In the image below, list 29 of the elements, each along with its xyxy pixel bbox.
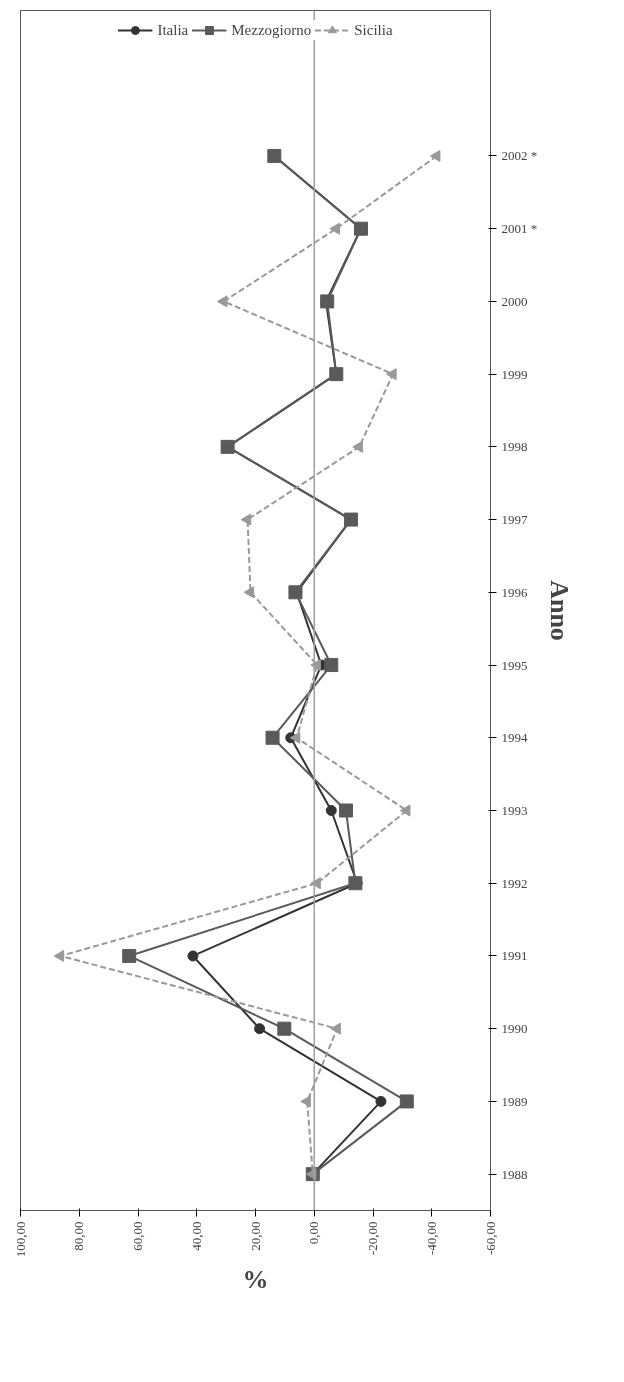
x-tick-label: 60,00 — [130, 1221, 145, 1251]
y-tick-label: 1991 — [501, 948, 528, 964]
x-tick-label: -40,00 — [423, 1221, 439, 1256]
x-tick-label: 80,00 — [71, 1221, 87, 1251]
y-tick-label: 1999 — [501, 366, 528, 382]
y-tick-label: 1989 — [501, 1093, 528, 1109]
y-tick-label: 2000 — [501, 293, 528, 309]
y-tick-label: 1994 — [501, 730, 528, 746]
y-tick-label: 1996 — [501, 584, 528, 600]
y-tick-label: 1995 — [501, 657, 528, 673]
y-tick-label: 1992 — [501, 875, 528, 891]
x-tick-label: 0,00 — [306, 1221, 322, 1245]
y-tick-label: 1997 — [501, 512, 528, 528]
x-tick-label: 100,00 — [12, 1221, 28, 1258]
y-tick-label: 1990 — [501, 1021, 528, 1037]
legend-label: Mezzogiorno — [231, 21, 312, 39]
legend-label: Italia — [157, 21, 189, 39]
y-tick-label: 2001 * — [501, 221, 538, 237]
x-tick-label: 20,00 — [247, 1221, 263, 1251]
y-tick-label: 2002 * — [501, 148, 538, 164]
y-tick-label: 1988 — [501, 1166, 528, 1182]
y-axis-title: Anno — [545, 580, 575, 641]
y-tick-label: 1998 — [501, 439, 528, 455]
x-tick-label: -20,00 — [365, 1221, 380, 1256]
x-tick-label: -60,00 — [482, 1221, 498, 1256]
x-tick-label: 40,00 — [188, 1221, 204, 1251]
legend-label: Sicilia — [354, 21, 393, 39]
y-tick-label: 1993 — [501, 803, 528, 818]
x-axis-title: % — [242, 1265, 269, 1295]
